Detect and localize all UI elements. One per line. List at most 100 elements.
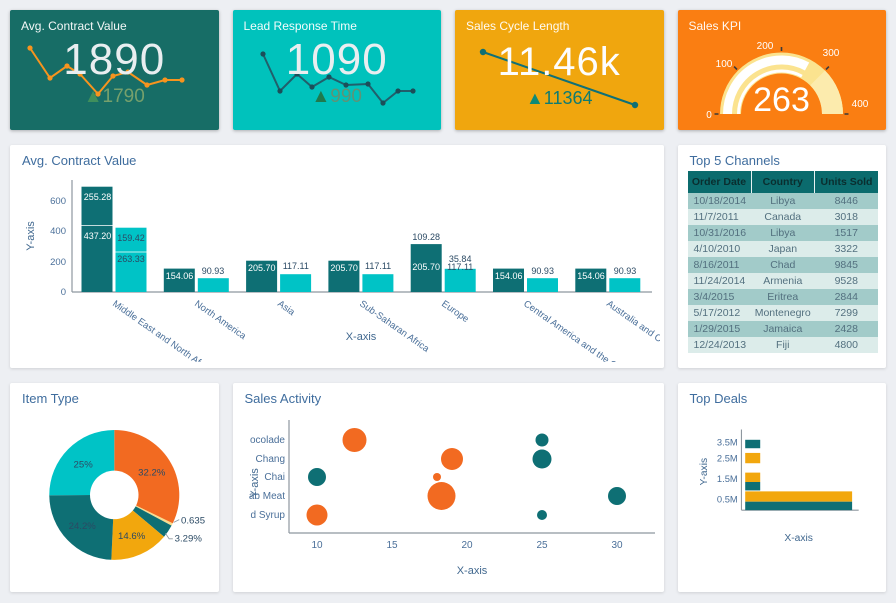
- bar-dark[interactable]: [163, 268, 195, 292]
- gauge-progress-arc[interactable]: [722, 55, 809, 115]
- cell-units-sold: 9845: [814, 257, 878, 273]
- cell-order-date: 11/24/2014: [687, 273, 751, 289]
- bubble-point[interactable]: [532, 449, 551, 469]
- cell-country: Libya: [751, 225, 815, 241]
- cell-units-sold: 4800: [814, 337, 878, 353]
- bubble-point[interactable]: [440, 448, 463, 470]
- bubble-point[interactable]: [536, 510, 547, 520]
- bar-dark[interactable]: [410, 244, 442, 292]
- table-row[interactable]: 1/29/2015 Jamaica 2428: [687, 321, 878, 337]
- gauge-band-upper-segment: [809, 70, 843, 115]
- column-header[interactable]: Units Sold: [814, 171, 878, 193]
- cell-country: Montenegro: [751, 305, 815, 321]
- y-tick: 600: [50, 196, 66, 207]
- cell-order-date: 10/18/2014: [687, 193, 751, 209]
- bar-cyan[interactable]: [362, 274, 394, 292]
- table-row[interactable]: 8/16/2011 Chad 9845: [687, 257, 878, 273]
- sparkline-markers: [27, 45, 185, 97]
- bar-cyan[interactable]: [609, 278, 641, 292]
- bar-value-label: 263.33: [117, 254, 145, 264]
- top-channels-panel: Top 5 Channels Order Date Country Units …: [677, 145, 886, 368]
- bubble-point[interactable]: [427, 482, 455, 510]
- slice-label: 25%: [74, 459, 94, 470]
- bubble-point[interactable]: [342, 428, 366, 452]
- column-header[interactable]: Country: [750, 171, 815, 193]
- category-label: Europe: [439, 298, 470, 325]
- hbar[interactable]: [744, 481, 760, 491]
- bubbles: [306, 428, 626, 526]
- avg-contract-value-panel: Avg. Contract Value 600 400 200 0 Y-axis…: [10, 145, 664, 368]
- bar-value-label: 117.11: [365, 261, 391, 271]
- hbar[interactable]: [744, 472, 760, 482]
- gauge-tick-label: 100: [715, 59, 732, 70]
- gauge-tick-label: 400: [851, 99, 868, 110]
- cell-country: Fiji: [751, 337, 815, 353]
- slice-label-outside: 0.635: [181, 515, 205, 526]
- bubble-point[interactable]: [307, 468, 326, 486]
- slice-label: 32.2%: [138, 468, 166, 479]
- bar-cyan[interactable]: [444, 268, 476, 292]
- delta-up-icon: ▲: [525, 88, 544, 108]
- bar-dark[interactable]: [328, 260, 360, 292]
- column-header[interactable]: Order Date: [687, 171, 751, 193]
- hbar[interactable]: [744, 439, 760, 449]
- cell-units-sold: 9528: [814, 273, 878, 289]
- kpi-card-lead-response-time[interactable]: Lead Response Time 1090 ▲990: [232, 10, 442, 130]
- bar-cyan[interactable]: [197, 278, 229, 292]
- y-tick: d Syrup: [250, 510, 285, 521]
- y-tick: Chang: [255, 454, 284, 465]
- x-tick-labels: 10 15 20 25 30: [311, 540, 623, 551]
- y-tick: 1.5M: [716, 474, 737, 484]
- y-tick: 0.5M: [716, 495, 737, 505]
- kpi-delta: ▲990: [233, 86, 442, 108]
- bar-dark[interactable]: [493, 268, 524, 292]
- delta-up-icon: ▲: [311, 86, 331, 107]
- x-axis-title: X-axis: [346, 331, 377, 343]
- table-row[interactable]: 11/7/2011 Canada 3018: [687, 209, 878, 225]
- slice-label-outside: 3.29%: [175, 534, 203, 545]
- x-axis-title: X-axis: [784, 533, 813, 544]
- grouped-bar-chart: 600 400 200 0 Y-axis 255.28 437.20 159.4…: [25, 180, 660, 362]
- kpi-delta-value: 990: [330, 86, 362, 107]
- bar-value-label: 159.42: [117, 233, 145, 243]
- hbar[interactable]: [744, 501, 852, 511]
- bar-cyan[interactable]: [115, 227, 147, 292]
- donut-chart: 25% 32.2% 24.2% 14.6% 0.635 3.29%: [49, 429, 205, 560]
- hbar[interactable]: [744, 452, 760, 464]
- sales-activity-panel: Sales Activity ocolade Chang Chai ab Mea…: [232, 383, 664, 592]
- bubble-point[interactable]: [432, 473, 441, 481]
- bubble-point[interactable]: [535, 433, 548, 447]
- kpi-value: 1890: [63, 35, 166, 84]
- bar-cyan[interactable]: [527, 278, 558, 292]
- table-row[interactable]: 11/24/2014 Armenia 9528: [687, 273, 878, 289]
- donut-hole: [90, 470, 139, 520]
- bar-dark[interactable]: [246, 260, 278, 292]
- bar-value-label: 90.93: [614, 266, 637, 276]
- bar-dark[interactable]: [575, 268, 607, 292]
- cell-country: Jamaica: [751, 321, 815, 337]
- bubble-point[interactable]: [607, 487, 626, 505]
- table-row[interactable]: 5/17/2012 Montenegro 7299: [687, 305, 878, 321]
- x-category-labels: Middle East and North Af North America A…: [110, 298, 660, 362]
- kpi-delta-value: 1790: [102, 86, 145, 107]
- cell-country: Eritrea: [751, 289, 815, 305]
- hbar[interactable]: [744, 491, 852, 502]
- table-row[interactable]: 10/31/2016 Libya 1517: [687, 225, 878, 241]
- y-tick: 0: [61, 287, 66, 298]
- cell-country: Chad: [751, 257, 815, 273]
- kpi-card-avg-contract-value[interactable]: Avg. Contract Value 1890 ▲1790: [10, 10, 219, 130]
- bar-cyan[interactable]: [280, 274, 312, 292]
- leader-line: [165, 533, 173, 540]
- table-row[interactable]: 12/24/2013 Fiji 4800: [687, 337, 878, 353]
- table-row[interactable]: 4/10/2010 Japan 3322: [687, 241, 878, 257]
- bar-value-label: 109.28: [412, 232, 440, 242]
- kpi-card-sales-cycle-length[interactable]: Sales Cycle Length 11.46k ▲11364: [455, 10, 664, 130]
- table-row[interactable]: 3/4/2015 Eritrea 2844: [687, 289, 878, 305]
- bar-dark[interactable]: [81, 186, 113, 292]
- cell-units-sold: 7299: [814, 305, 878, 321]
- table-row[interactable]: 10/18/2014 Libya 8446: [687, 193, 878, 209]
- y-tick: 2.5M: [716, 453, 737, 463]
- kpi-card-sales-kpi[interactable]: Sales KPI 0 100 200 300 400 263: [677, 10, 886, 130]
- cell-country: Libya: [751, 193, 815, 209]
- bubble-point[interactable]: [306, 504, 327, 526]
